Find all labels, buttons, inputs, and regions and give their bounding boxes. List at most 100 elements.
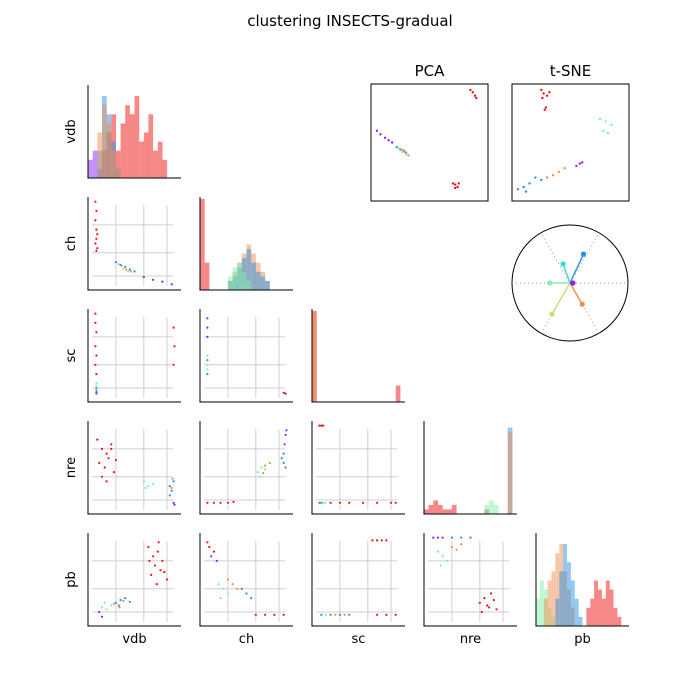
scatter-panel-pb-ch [199, 533, 293, 627]
data-point [114, 459, 117, 462]
histogram-bar [237, 262, 242, 290]
data-point [210, 555, 213, 558]
data-point [163, 571, 166, 574]
data-point [376, 501, 379, 504]
data-point [161, 559, 164, 563]
data-point [400, 148, 403, 151]
data-point [161, 280, 164, 283]
histogram-bar [139, 141, 144, 178]
data-point [206, 359, 209, 362]
histogram-bar [204, 262, 210, 290]
histogram-bar [88, 159, 93, 178]
data-point [268, 461, 271, 464]
axis-spines [87, 309, 181, 403]
data-point [100, 447, 104, 450]
data-point [133, 270, 136, 273]
x-axis-label-pb: pb [574, 632, 591, 647]
data-point [215, 559, 218, 563]
data-point [284, 466, 287, 469]
data-point [376, 539, 379, 542]
data-point [112, 602, 116, 605]
data-point [110, 447, 113, 450]
data-point [147, 545, 150, 549]
data-point [206, 501, 209, 504]
scatter-panel-nre-sc [311, 421, 405, 515]
histogram-bar [106, 123, 112, 178]
data-point [284, 433, 287, 436]
data-point [95, 385, 98, 388]
data-point [492, 598, 495, 602]
tsne-panel: t-SNE [511, 62, 630, 202]
data-point [94, 312, 97, 315]
histogram-bar [241, 271, 247, 290]
data-point [450, 536, 453, 539]
data-point [170, 489, 173, 492]
data-point [110, 443, 113, 446]
data-point [155, 583, 158, 586]
histogram-bar [617, 616, 622, 626]
data-point [385, 539, 388, 542]
axis-spines [199, 309, 293, 403]
radial-spoke [562, 263, 571, 284]
scatter-panel-nre-vdb [87, 421, 181, 515]
data-point [100, 475, 104, 478]
data-point [436, 550, 439, 553]
data-point [103, 601, 106, 604]
histogram-bar [590, 598, 595, 626]
data-point [522, 185, 525, 189]
axis-spines [311, 533, 405, 627]
data-point [407, 154, 410, 157]
histogram-bar [148, 114, 154, 178]
histogram-bar [451, 504, 457, 514]
histogram-bar [162, 159, 168, 178]
scatter-panel-nre-ch [199, 421, 293, 515]
data-point [441, 536, 444, 539]
data-point [98, 461, 101, 464]
radial-spoke [569, 282, 583, 305]
data-point [264, 613, 267, 616]
data-point [95, 389, 98, 392]
radial-spoke-tip [580, 251, 587, 257]
axis-spines [87, 197, 181, 291]
radial-spoke [551, 282, 571, 315]
histogram-bar [598, 589, 602, 626]
data-point [322, 424, 325, 427]
histogram-bar [428, 504, 434, 514]
projection-title: t-SNE [550, 62, 592, 80]
plot-layer: vdb vdb ch ch sc sc nre nre pb pb PCA t-SNE [64, 62, 630, 647]
data-point [387, 139, 390, 142]
data-point [98, 610, 101, 614]
y-axis-label-vdb: vdb [64, 119, 79, 143]
histogram-bar [567, 562, 571, 626]
data-point [542, 92, 545, 95]
axis-spines [535, 533, 629, 627]
data-point [105, 608, 108, 611]
data-point [159, 569, 162, 572]
data-point [320, 501, 323, 504]
histogram-bar [493, 504, 499, 514]
data-point [264, 464, 267, 467]
x-axis-label-ch: ch [239, 632, 254, 647]
data-point [323, 501, 327, 504]
data-point [172, 480, 175, 483]
radial-spoke-tip [547, 280, 553, 286]
data-point [469, 88, 472, 92]
radial-spoke-tip [579, 301, 585, 307]
data-point [548, 91, 551, 94]
panel-frame [511, 83, 630, 202]
radial-spoke-tip [560, 261, 566, 267]
data-point [348, 501, 351, 504]
data-point [254, 613, 257, 616]
data-point [94, 219, 97, 222]
axis-spines [423, 533, 517, 627]
data-point [96, 233, 99, 236]
data-point [206, 317, 209, 320]
radial-spoke [569, 253, 585, 284]
histogram-pb [535, 533, 629, 627]
histogram-bar [507, 432, 513, 514]
data-point [385, 613, 388, 616]
data-point [95, 391, 98, 394]
data-point [236, 587, 239, 590]
data-point [112, 471, 116, 474]
histogram-bar [433, 500, 438, 515]
